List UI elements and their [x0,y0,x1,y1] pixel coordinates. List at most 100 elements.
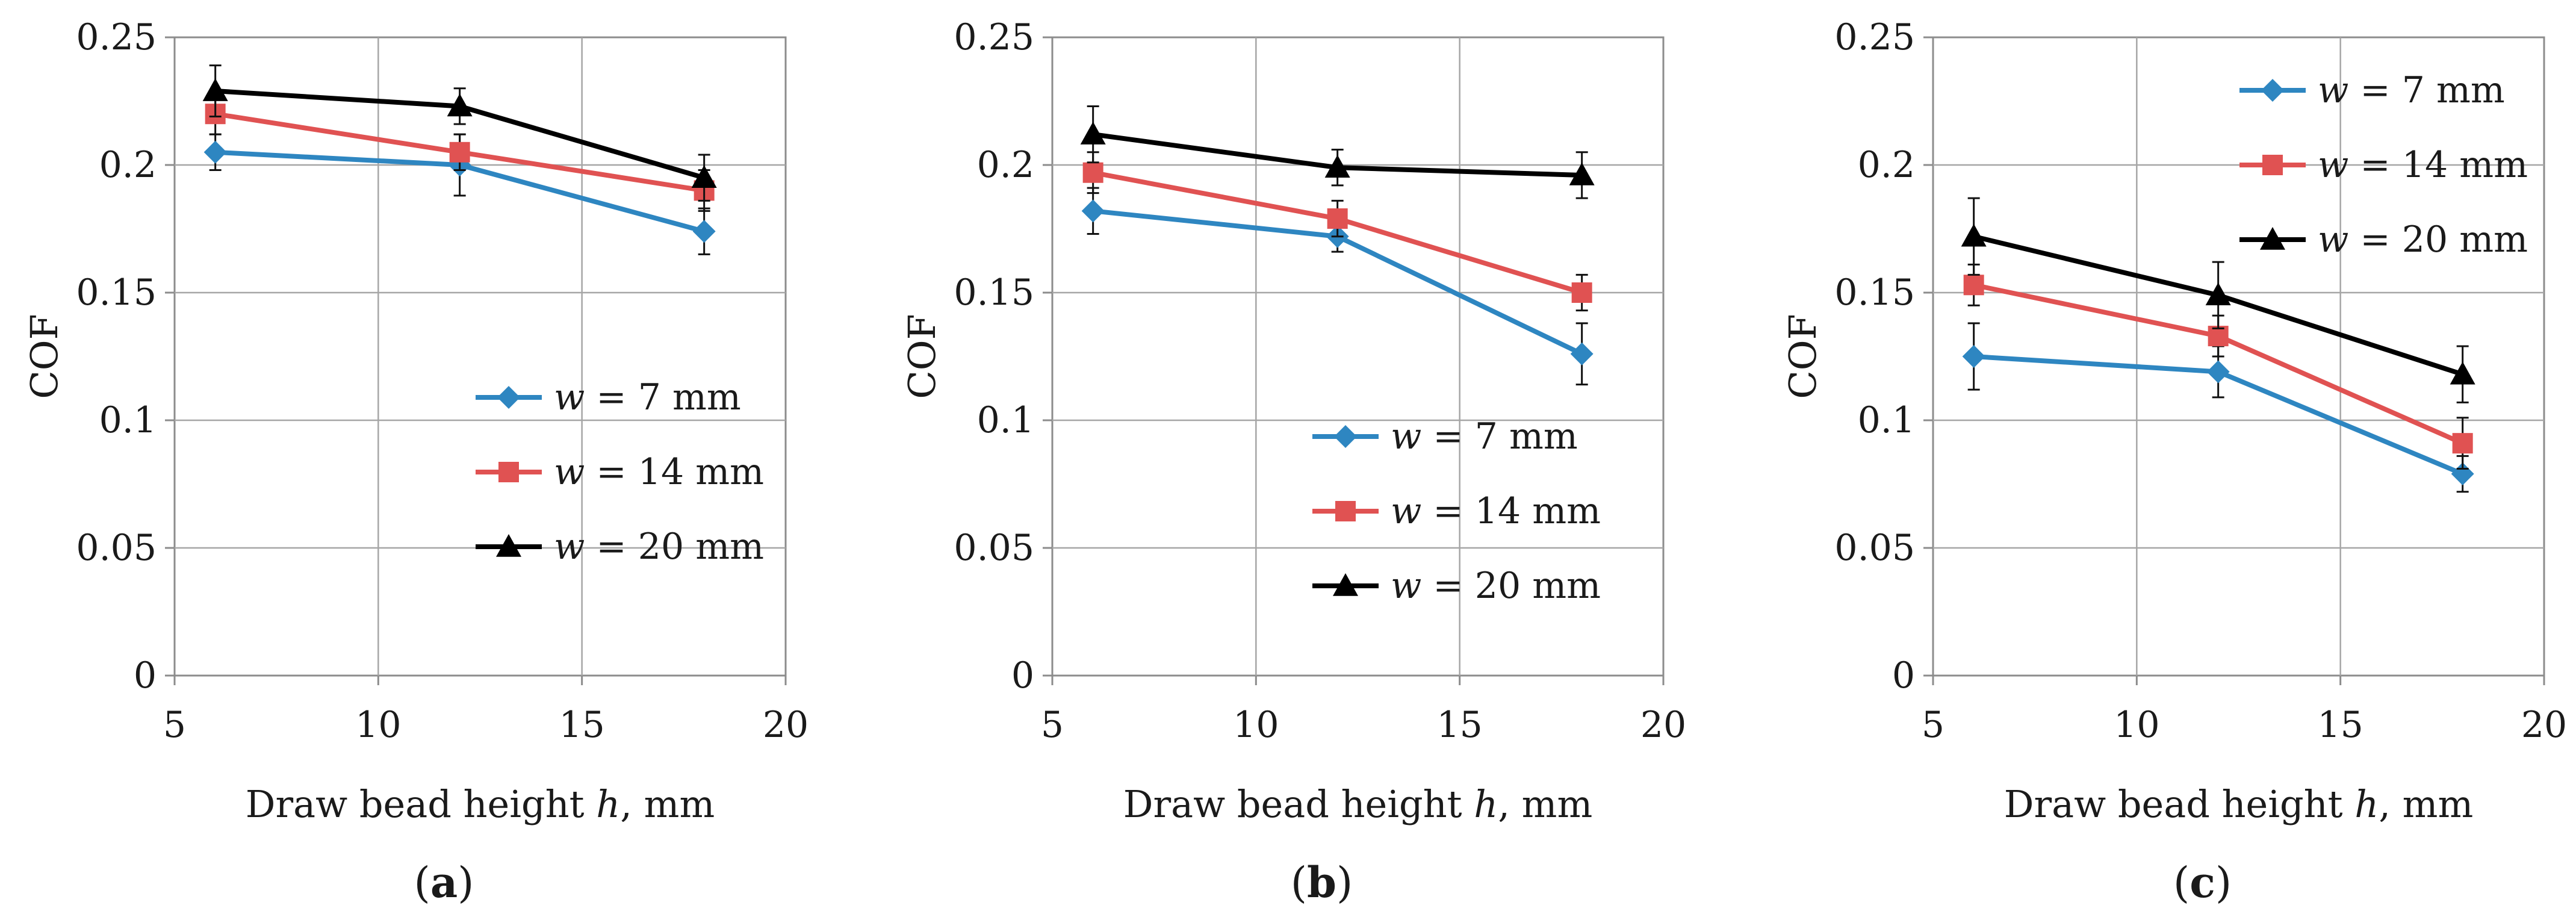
y-tick-label: 0.25 [76,16,157,58]
legend-item: w = 14 mm [476,451,764,493]
legend-swatch-marker [1333,573,1358,596]
legend: w = 7 mm w = 14 mm w = 20 mm [2239,69,2528,261]
y-tick-label: 0.1 [1858,399,1915,441]
y-tick-label: 0.2 [1858,144,1915,186]
legend-label: w = 14 mm [1391,490,1601,532]
y-axis-label: COF [900,314,944,399]
x-tick-label: 20 [2521,704,2567,746]
legend-item: w = 20 mm [1312,565,1601,607]
legend-item: w = 20 mm [2239,219,2528,261]
data-point [1963,275,1984,296]
x-axis-label: Draw bead height h, mm [246,782,715,826]
data-point [692,220,716,243]
legend-label: w = 20 mm [1391,565,1601,607]
series-square [1082,151,1592,312]
x-tick-label: 15 [559,704,604,746]
legend-item: w = 20 mm [476,526,764,568]
data-point [203,140,227,164]
y-axis-label: COF [22,314,66,399]
y-tick-label: 0.05 [1834,527,1915,569]
data-point [1324,155,1350,178]
legend-item: w = 7 mm [2239,69,2505,111]
data-point [2450,361,2475,385]
data-point [1080,122,1106,145]
legend-swatch-marker [1335,501,1356,521]
data-point [202,78,228,101]
panel-label: (b) [1291,857,1353,907]
y-tick-label: 0.25 [954,16,1034,58]
legend-item: w = 14 mm [2239,144,2528,186]
legend-item: w = 7 mm [476,376,741,418]
x-tick-label: 15 [1436,704,1482,746]
x-axis-label: Draw bead height h, mm [2004,782,2473,826]
series-square [1963,263,2473,470]
x-axis-label: Draw bead height h, mm [1123,782,1592,826]
legend-label: w = 14 mm [554,451,764,493]
series-triangle [202,64,717,202]
y-tick-label: 0.1 [977,399,1034,441]
x-tick-label: 20 [1640,704,1686,746]
y-tick-label: 0.05 [954,527,1034,569]
legend-item: w = 14 mm [1312,490,1601,532]
chart-panel-b: 5 10 15 20 0 0.05 0.1 0.15 0.2 0.25 COF Draw bead h… [900,16,1686,907]
data-point [449,141,470,163]
legend: w = 7 mm w = 14 mm w = 20 mm [476,376,764,568]
data-point [1081,199,1105,223]
data-point [1571,282,1592,303]
y-tick-label: 0.15 [1834,272,1915,314]
data-point [1569,162,1595,185]
plot-area [1932,36,2545,677]
x-tick-label: 20 [763,704,808,746]
y-tick-label: 0.1 [99,399,157,441]
chart-panel-c: 5 10 15 20 0 0.05 0.1 0.15 0.2 0.25 COF Draw bead h… [1781,16,2567,907]
panel-label: (c) [2173,857,2232,907]
y-tick-label: 0 [134,654,157,697]
y-axis-label: COF [1781,314,1825,399]
x-tick-label: 5 [1041,704,1064,746]
y-tick-label: 0.2 [99,144,157,186]
data-point [447,93,473,117]
data-point [691,165,717,188]
y-tick-label: 0.05 [76,527,157,569]
legend-swatch-marker [497,386,520,409]
legend-label: w = 20 mm [2318,219,2528,261]
x-tick-label: 5 [163,704,186,746]
y-tick-label: 0.15 [76,272,157,314]
legend-label: w = 7 mm [1391,415,1578,458]
legend-label: w = 20 mm [554,526,764,568]
data-point [1082,162,1103,183]
legend-swatch-marker [496,534,521,557]
legend-swatch-marker [1334,425,1357,448]
panel-label: (a) [414,857,474,907]
x-tick-label: 10 [1233,704,1279,746]
y-tick-label: 0.25 [1834,16,1915,58]
data-point [1327,208,1348,229]
data-point [2206,360,2230,384]
data-point [1961,223,1987,247]
x-tick-label: 10 [2114,704,2159,746]
x-tick-label: 10 [355,704,401,746]
legend-item: w = 7 mm [1312,415,1578,458]
legend-label: w = 14 mm [2318,144,2528,186]
y-tick-label: 0 [1011,654,1034,697]
legend-label: w = 7 mm [2318,69,2505,111]
plot-area [173,36,787,677]
series-triangle [1080,105,1595,199]
legend-swatch-marker [2260,227,2285,250]
legend-swatch-marker [2261,79,2284,102]
legend-swatch-marker [498,462,519,482]
legend-label: w = 7 mm [554,376,741,418]
series-triangle [1961,197,2475,403]
legend: w = 7 mm w = 14 mm w = 20 mm [1312,415,1601,607]
data-point [1570,342,1594,365]
data-point [1962,345,1985,368]
y-tick-label: 0 [1892,654,1915,697]
data-point [2452,433,2473,454]
x-tick-label: 15 [2317,704,2363,746]
x-tick-label: 5 [1922,704,1944,746]
y-tick-label: 0.15 [954,272,1034,314]
y-tick-label: 0.2 [977,144,1034,186]
legend-swatch-marker [2262,155,2283,175]
series-square [205,92,715,212]
